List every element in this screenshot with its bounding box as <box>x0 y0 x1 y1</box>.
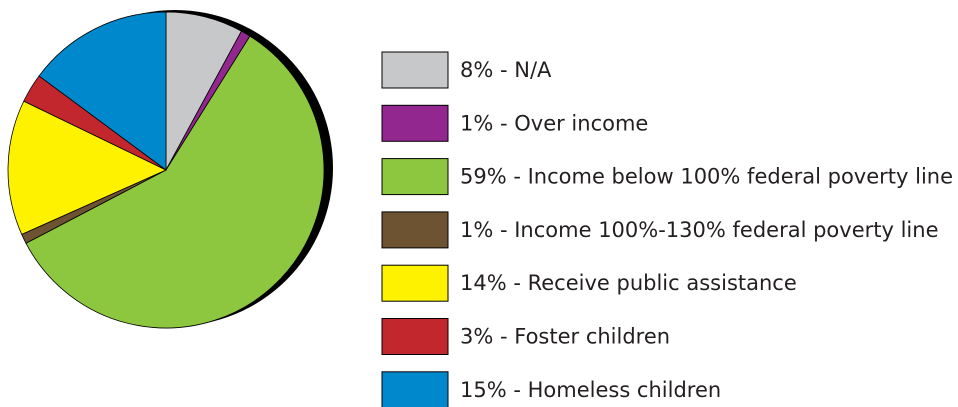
pie-slice-3 <box>25 35 325 329</box>
pie-slice-7 <box>38 11 167 171</box>
legend-swatch-2 <box>381 104 449 142</box>
legend-swatch-5 <box>381 264 449 302</box>
top-edge-mark: ˆ <box>401 0 406 9</box>
legend-label-5: 14% - Receive public assistance <box>460 271 797 295</box>
legend-label-1: 8% - N/A <box>460 58 552 82</box>
legend-item-3: 59% - Income below 100% federal poverty … <box>381 158 953 196</box>
legend-item-4: 1% - Income 100%-130% federal poverty li… <box>381 211 939 249</box>
pie-slices <box>7 11 325 329</box>
legend: 8% - N/A 1% - Over income 59% - Income bel… <box>381 51 953 407</box>
legend-swatch-4 <box>381 211 449 249</box>
legend-label-2: 1% - Over income <box>460 111 648 135</box>
legend-swatch-6 <box>381 318 449 355</box>
legend-label-4: 1% - Income 100%-130% federal poverty li… <box>460 218 939 242</box>
legend-item-1: 8% - N/A <box>381 51 552 89</box>
legend-label-3: 59% - Income below 100% federal poverty … <box>460 165 953 189</box>
legend-label-7: 15% - Homeless children <box>460 378 721 402</box>
legend-swatch-1 <box>381 51 449 89</box>
legend-item-7: 15% - Homeless children <box>381 371 721 407</box>
legend-item-2: 1% - Over income <box>381 104 648 142</box>
legend-swatch-3 <box>381 158 449 196</box>
legend-swatch-7 <box>381 371 449 407</box>
legend-label-6: 3% - Foster children <box>460 325 670 349</box>
legend-item-6: 3% - Foster children <box>381 318 670 355</box>
legend-item-5: 14% - Receive public assistance <box>381 264 797 302</box>
pie-slice-5 <box>7 100 167 235</box>
